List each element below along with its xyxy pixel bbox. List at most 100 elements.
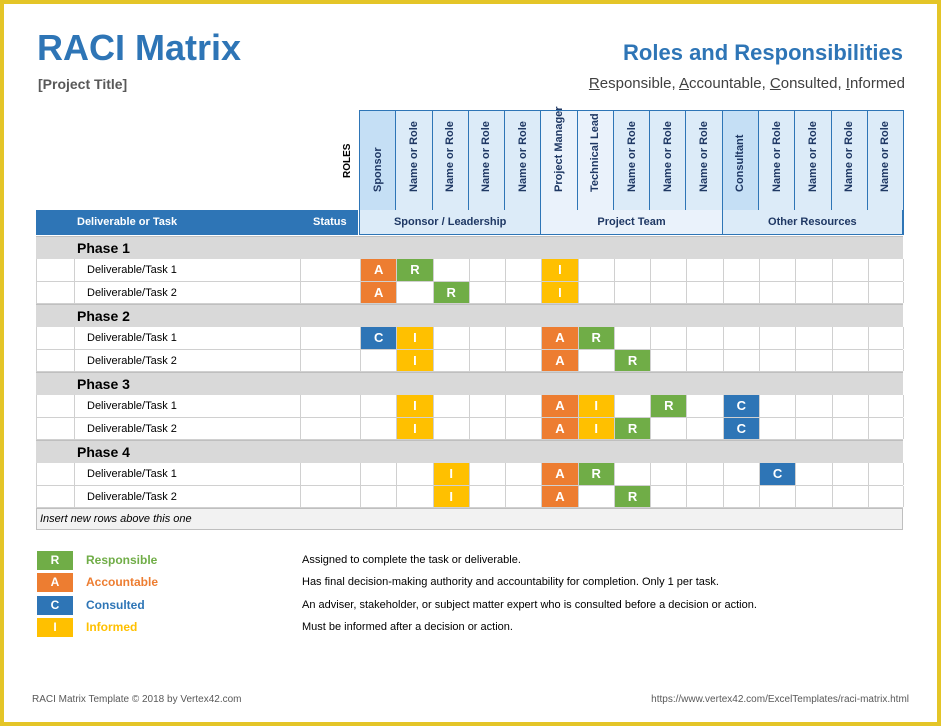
raci-cell[interactable] — [650, 463, 686, 485]
raci-cell[interactable] — [396, 463, 432, 485]
task-name-cell[interactable]: Deliverable/Task 1 — [74, 327, 300, 349]
raci-cell[interactable]: A — [360, 259, 397, 281]
table-row[interactable]: Deliverable/Task 2 A R I — [36, 281, 905, 304]
raci-cell[interactable] — [577, 349, 614, 371]
raci-cell[interactable]: I — [396, 395, 433, 417]
raci-cell[interactable] — [867, 395, 905, 417]
role-header[interactable]: Name or Role — [685, 110, 722, 210]
raci-cell[interactable] — [795, 417, 831, 439]
raci-cell[interactable]: A — [541, 463, 578, 485]
raci-cell[interactable] — [468, 395, 505, 417]
raci-cell[interactable]: I — [396, 349, 433, 371]
raci-cell[interactable] — [613, 259, 650, 281]
raci-cell[interactable] — [831, 349, 868, 371]
raci-cell[interactable] — [795, 281, 831, 303]
role-header[interactable]: Name or Role — [504, 110, 541, 210]
footer-url[interactable]: https://www.vertex42.com/ExcelTemplates/… — [651, 694, 909, 705]
raci-cell[interactable] — [360, 485, 396, 507]
raci-cell[interactable]: I — [432, 463, 469, 485]
raci-cell[interactable]: C — [758, 463, 796, 485]
raci-cell[interactable]: A — [541, 349, 578, 371]
raci-cell[interactable]: A — [360, 281, 397, 303]
raci-cell[interactable] — [468, 463, 505, 485]
role-header[interactable]: Consultant — [721, 110, 758, 210]
role-header[interactable]: Name or Role — [866, 110, 904, 210]
raci-cell[interactable] — [867, 281, 905, 303]
table-row[interactable]: Deliverable/Task 2 I A R — [36, 485, 905, 508]
raci-cell[interactable] — [613, 281, 650, 303]
raci-cell[interactable] — [686, 281, 722, 303]
role-header[interactable]: Sponsor — [359, 110, 396, 210]
raci-cell[interactable] — [505, 259, 541, 281]
raci-cell[interactable] — [758, 417, 795, 439]
raci-cell[interactable]: A — [541, 327, 578, 349]
raci-cell[interactable] — [867, 463, 905, 485]
raci-cell[interactable]: I — [396, 327, 433, 349]
raci-cell[interactable] — [468, 485, 505, 507]
raci-cell[interactable]: R — [396, 259, 433, 281]
project-title[interactable]: [Project Title] — [38, 76, 128, 92]
role-header[interactable]: Name or Role — [431, 110, 468, 210]
raci-cell[interactable] — [831, 259, 868, 281]
role-header[interactable]: Project Manager — [540, 106, 577, 210]
raci-cell[interactable] — [758, 281, 795, 303]
raci-cell[interactable] — [613, 463, 650, 485]
raci-cell[interactable] — [795, 463, 831, 485]
table-row[interactable]: Deliverable/Task 2 I A R — [36, 349, 905, 372]
raci-cell[interactable] — [505, 463, 541, 485]
status-cell[interactable] — [300, 327, 360, 349]
raci-cell[interactable] — [432, 327, 469, 349]
raci-cell[interactable] — [686, 349, 722, 371]
raci-cell[interactable] — [468, 259, 505, 281]
role-header[interactable]: Name or Role — [612, 110, 650, 210]
raci-cell[interactable] — [758, 349, 795, 371]
raci-cell[interactable] — [795, 395, 831, 417]
raci-cell[interactable] — [867, 259, 905, 281]
raci-cell[interactable] — [758, 395, 795, 417]
raci-cell[interactable]: R — [432, 281, 469, 303]
status-cell[interactable] — [300, 349, 360, 371]
role-header[interactable]: Name or Role — [794, 110, 831, 210]
raci-cell[interactable] — [432, 259, 469, 281]
raci-cell[interactable]: R — [650, 395, 687, 417]
raci-cell[interactable] — [831, 417, 868, 439]
raci-cell[interactable]: A — [541, 485, 578, 507]
raci-cell[interactable]: I — [541, 259, 578, 281]
raci-cell[interactable] — [795, 327, 831, 349]
raci-cell[interactable] — [722, 259, 759, 281]
raci-cell[interactable] — [360, 395, 396, 417]
raci-cell[interactable] — [396, 281, 432, 303]
task-name-cell[interactable]: Deliverable/Task 1 — [74, 395, 300, 417]
raci-cell[interactable] — [505, 395, 541, 417]
raci-cell[interactable] — [360, 463, 396, 485]
raci-cell[interactable] — [432, 395, 469, 417]
raci-cell[interactable] — [577, 485, 614, 507]
raci-cell[interactable] — [505, 349, 541, 371]
raci-cell[interactable] — [758, 327, 795, 349]
raci-cell[interactable] — [577, 259, 614, 281]
role-header[interactable]: Name or Role — [757, 110, 795, 210]
raci-cell[interactable] — [795, 349, 831, 371]
raci-cell[interactable]: A — [541, 395, 578, 417]
raci-cell[interactable] — [468, 417, 505, 439]
raci-cell[interactable] — [360, 349, 396, 371]
raci-cell[interactable] — [505, 327, 541, 349]
raci-cell[interactable]: I — [577, 395, 614, 417]
raci-cell[interactable] — [831, 463, 868, 485]
status-cell[interactable] — [300, 417, 360, 439]
raci-cell[interactable] — [867, 417, 905, 439]
task-name-cell[interactable]: Deliverable/Task 2 — [74, 417, 300, 439]
task-name-cell[interactable]: Deliverable/Task 2 — [74, 485, 300, 507]
status-cell[interactable] — [300, 485, 360, 507]
raci-cell[interactable] — [468, 349, 505, 371]
raci-cell[interactable]: I — [432, 485, 469, 507]
raci-cell[interactable] — [505, 417, 541, 439]
raci-cell[interactable] — [613, 327, 650, 349]
raci-cell[interactable] — [432, 417, 469, 439]
raci-cell[interactable]: I — [577, 417, 614, 439]
